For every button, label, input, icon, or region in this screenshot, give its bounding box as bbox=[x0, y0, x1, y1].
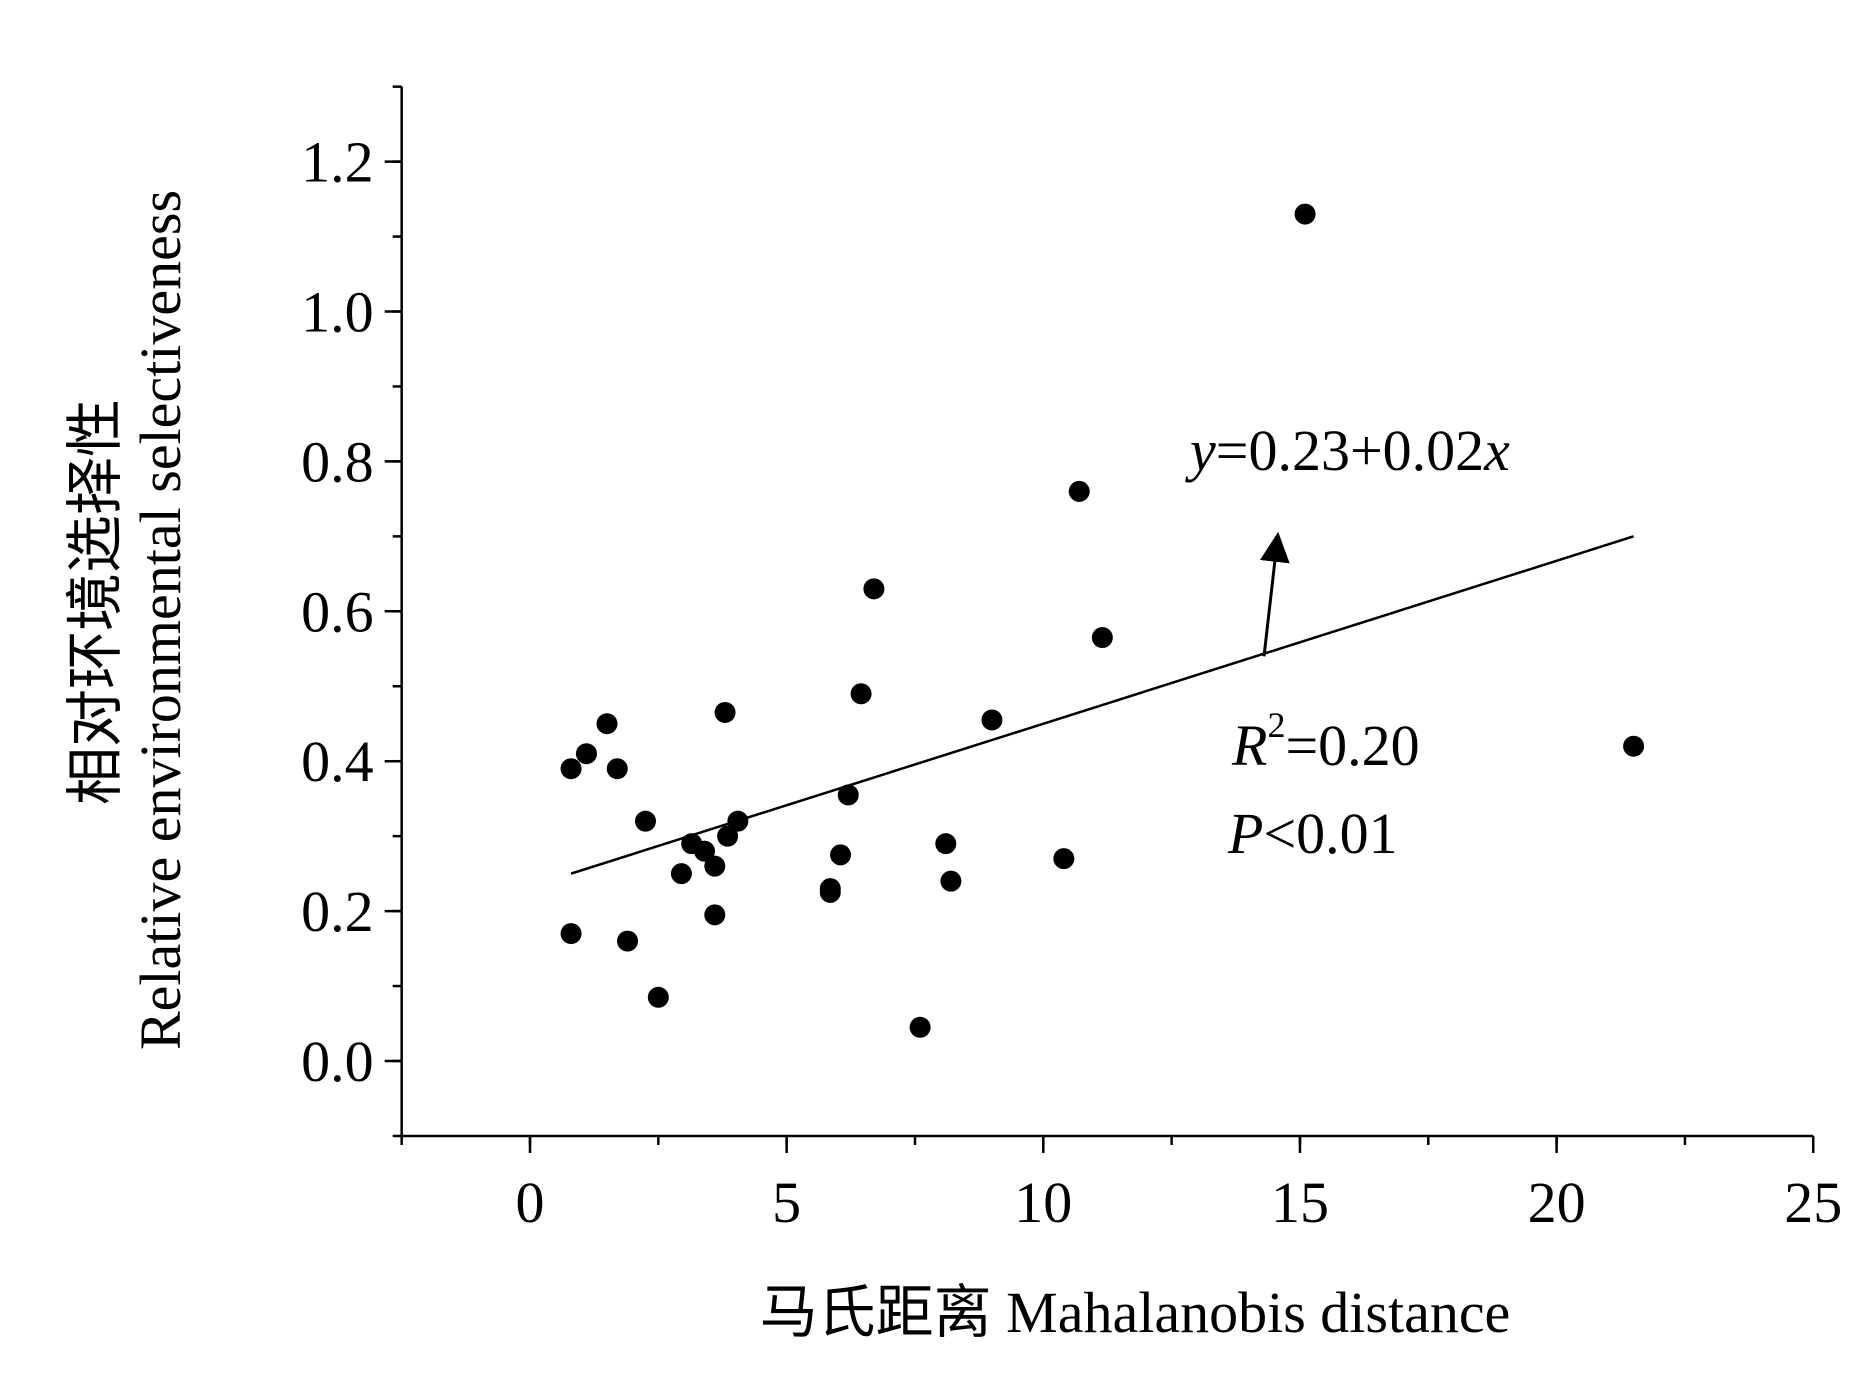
p-value-label: P<0.01 bbox=[1227, 801, 1398, 866]
data-point bbox=[647, 986, 669, 1008]
data-point bbox=[560, 758, 582, 780]
data-point bbox=[830, 844, 852, 866]
data-point bbox=[704, 855, 726, 877]
x-axis-title: 马氏距离 Mahalanobis distance bbox=[760, 1280, 1511, 1345]
y-axis: 0.0 0.2 0.4 0.6 0.8 1.0 1.2 bbox=[301, 85, 403, 1138]
data-point bbox=[714, 701, 736, 723]
r-squared-var: R bbox=[1231, 713, 1267, 778]
data-point bbox=[935, 833, 957, 855]
r-squared-label: R2=0.20 bbox=[1231, 705, 1420, 778]
regression-line bbox=[570, 535, 1634, 875]
equation-body: =0.23+0.02 bbox=[1216, 418, 1484, 483]
x-tick-label: 15 bbox=[1271, 1170, 1329, 1235]
data-points bbox=[560, 203, 1645, 1038]
r-squared-sup: 2 bbox=[1267, 705, 1285, 745]
data-point bbox=[560, 923, 582, 945]
data-point bbox=[694, 840, 716, 862]
data-point bbox=[634, 810, 656, 832]
data-point bbox=[606, 758, 628, 780]
equation-x-var: x bbox=[1483, 418, 1510, 483]
data-point bbox=[575, 743, 597, 765]
data-point bbox=[1294, 203, 1316, 225]
y-tick-label: 0.8 bbox=[301, 429, 374, 494]
p-var: P bbox=[1227, 801, 1263, 866]
r-squared-value: =0.20 bbox=[1285, 713, 1419, 778]
data-point bbox=[1623, 735, 1645, 757]
equation-arrow bbox=[1259, 531, 1290, 657]
data-point bbox=[909, 1016, 931, 1038]
x-tick-label: 5 bbox=[772, 1170, 801, 1235]
y-axis-title-chinese: 相对环境选择性 bbox=[63, 399, 128, 805]
p-value: <0.01 bbox=[1263, 801, 1397, 866]
y-axis-title: Relative environmental selectiveness bbox=[128, 190, 193, 1050]
y-tick-label: 0.0 bbox=[301, 1029, 374, 1094]
y-tick-label: 0.2 bbox=[301, 879, 374, 944]
data-point bbox=[1053, 848, 1075, 870]
data-point bbox=[819, 881, 841, 903]
y-tick-label: 0.4 bbox=[301, 729, 374, 794]
data-point bbox=[940, 870, 962, 892]
data-point bbox=[837, 784, 859, 806]
data-point bbox=[863, 578, 885, 600]
data-point bbox=[1068, 480, 1090, 502]
x-tick-label: 20 bbox=[1528, 1170, 1586, 1235]
x-axis: 0 5 10 15 20 25 bbox=[400, 1134, 1842, 1235]
data-point bbox=[717, 825, 739, 847]
x-tick-label: 10 bbox=[1014, 1170, 1072, 1235]
x-tick-label: 25 bbox=[1784, 1170, 1842, 1235]
data-point bbox=[617, 930, 639, 952]
data-point bbox=[727, 810, 749, 832]
y-tick-label: 1.0 bbox=[301, 280, 374, 345]
y-tick-label: 0.6 bbox=[301, 579, 374, 644]
x-tick-label: 0 bbox=[516, 1170, 545, 1235]
data-point bbox=[850, 683, 872, 705]
data-point bbox=[981, 709, 1003, 731]
data-point bbox=[704, 904, 726, 926]
equation-y-var: y bbox=[1185, 418, 1216, 483]
data-point bbox=[596, 713, 618, 735]
data-point bbox=[670, 863, 692, 885]
data-point bbox=[1091, 627, 1113, 649]
y-tick-label: 1.2 bbox=[301, 130, 374, 195]
regression-equation: y=0.23+0.02x bbox=[1185, 418, 1510, 483]
